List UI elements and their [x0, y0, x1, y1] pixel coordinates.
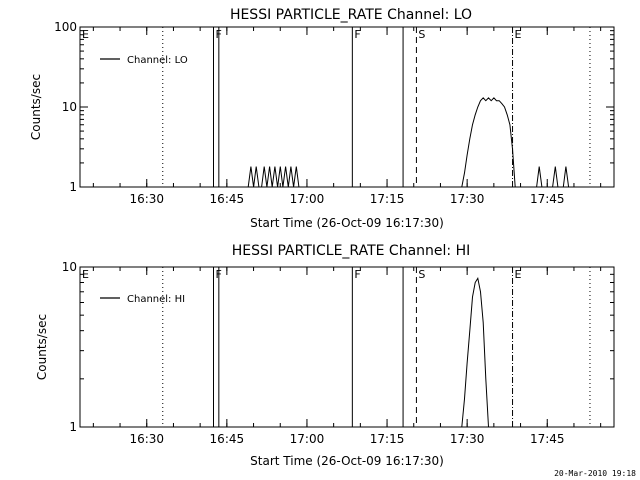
- y-tick-label-hi: 1: [69, 420, 77, 434]
- x-tick-label-hi: 17:30: [450, 432, 485, 446]
- series-line-lo: [247, 97, 570, 188]
- event-marker-label-lo: E: [515, 28, 522, 41]
- x-tick-label-hi: 17:45: [530, 432, 565, 446]
- event-marker-label-hi: E: [82, 268, 89, 281]
- y-axis-label-hi: Counts/sec: [35, 314, 49, 380]
- x-axis-label-hi: Start Time (26-Oct-09 16:17:30): [250, 454, 444, 468]
- y-tick-label-lo: 100: [54, 20, 77, 34]
- event-marker-label-hi: E: [515, 268, 522, 281]
- event-marker-label-hi: F: [354, 268, 360, 281]
- chart-title-lo: HESSI PARTICLE_RATE Channel: LO: [230, 7, 472, 23]
- timestamp-label: 20-Mar-2010 19:18: [554, 469, 636, 478]
- legend-label-hi: Channel: HI: [127, 294, 185, 305]
- x-tick-label-hi: 17:00: [290, 432, 325, 446]
- y-tick-label-lo: 1: [69, 180, 77, 194]
- x-tick-label-hi: 17:15: [370, 432, 405, 446]
- legend-lo: Channel: LO: [100, 55, 188, 66]
- x-tick-label-lo: 17:00: [290, 192, 325, 206]
- x-tick-label-lo: 16:45: [210, 192, 245, 206]
- legend-label-lo: Channel: LO: [127, 55, 188, 66]
- x-tick-label-lo: 17:15: [370, 192, 405, 206]
- x-tick-label-lo: 17:30: [450, 192, 485, 206]
- chart-panel-lo: HESSI PARTICLE_RATE Channel: LO Counts/s…: [29, 7, 615, 230]
- event-marker-label-hi: S: [418, 268, 425, 281]
- x-tick-label-hi: 16:45: [210, 432, 245, 446]
- chart-panel-hi: HESSI PARTICLE_RATE Channel: HI Counts/s…: [35, 243, 615, 468]
- x-tick-label-lo: 17:45: [530, 192, 565, 206]
- series-line-hi: [461, 276, 489, 428]
- y-tick-label-lo: 10: [62, 100, 77, 114]
- x-axis-label-lo: Start Time (26-Oct-09 16:17:30): [250, 216, 444, 230]
- event-marker-label-lo: F: [354, 28, 360, 41]
- event-marker-label-lo: S: [418, 28, 425, 41]
- event-marker-label-lo: E: [82, 28, 89, 41]
- x-tick-label-hi: 16:30: [129, 432, 164, 446]
- chart-title-hi: HESSI PARTICLE_RATE Channel: HI: [232, 243, 470, 259]
- y-tick-label-hi: 10: [62, 260, 77, 274]
- legend-hi: Channel: HI: [100, 294, 185, 305]
- x-tick-label-lo: 16:30: [129, 192, 164, 206]
- y-axis-label-lo: Counts/sec: [29, 74, 43, 140]
